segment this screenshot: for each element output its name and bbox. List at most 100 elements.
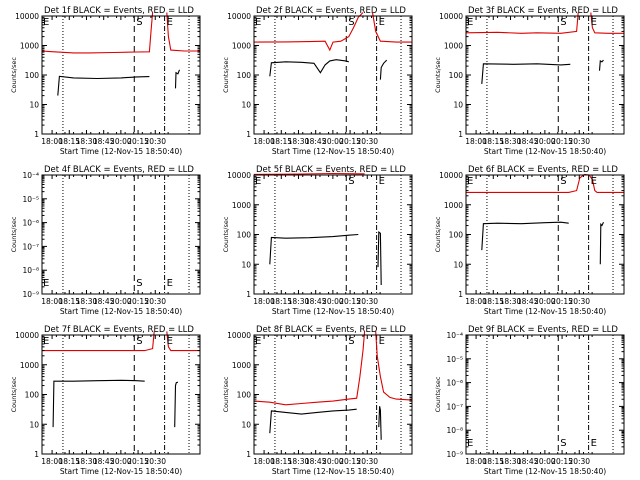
x-tick-label: 18:30 — [500, 137, 522, 146]
y-axis-title: Counts/sec — [222, 216, 230, 252]
y-tick-label: 100 — [449, 231, 464, 240]
x-tick-label: 20:30 — [144, 137, 166, 146]
y-tick-label: 10000 — [15, 12, 39, 21]
x-tick-label: 20:15 — [551, 457, 573, 466]
series-line — [42, 12, 154, 54]
edge-marker-e: E — [467, 176, 473, 187]
marker-label-e: E — [591, 176, 597, 187]
series-line — [254, 331, 366, 406]
x-tick-label: 20:15 — [339, 137, 361, 146]
y-tick-label: 1 — [246, 450, 251, 459]
y-axis-title: Counts/sec — [10, 216, 18, 252]
lld-series — [466, 12, 624, 34]
x-tick-label: 18:30 — [76, 457, 98, 466]
x-tick-label: 18:15 — [270, 297, 292, 306]
x-tick-label: 20:15 — [339, 457, 361, 466]
x-tick-label: 20:00 — [534, 137, 556, 146]
edge-marker-e: E — [255, 17, 261, 28]
x-tick-label: 18:15 — [58, 297, 80, 306]
y-tick-label: 1000 — [444, 201, 463, 210]
x-tick-label: 20:30 — [568, 137, 590, 146]
events-series — [481, 221, 604, 265]
x-axis-title: Start Time (12-Nov-15 18:50:40) — [272, 307, 394, 316]
marker-label-s: S — [560, 176, 566, 187]
x-tick-label: 18:45 — [305, 297, 327, 306]
x-tick-label: 18:45 — [93, 297, 115, 306]
y-tick-label: 10⁻⁶ — [446, 379, 463, 388]
y-tick-label: 1 — [458, 290, 463, 299]
edge-marker-e: E — [255, 336, 261, 347]
y-axis-title: Counts/sec — [222, 57, 230, 93]
x-tick-label: 18:30 — [500, 457, 522, 466]
x-axis-title: Start Time (12-Nov-15 18:50:40) — [484, 147, 606, 156]
y-tick-label: 100 — [25, 391, 40, 400]
x-tick-label: 18:15 — [58, 457, 80, 466]
marker-label-s: S — [560, 17, 566, 28]
x-tick-label: 20:30 — [356, 297, 378, 306]
edge-marker-e: E — [43, 17, 49, 28]
series-line — [57, 75, 150, 96]
events-series — [481, 59, 604, 84]
lld-series — [466, 173, 624, 193]
panel-title: Det 4f BLACK = Events, RED = LLD — [44, 165, 194, 175]
x-tick-label: 20:00 — [534, 457, 556, 466]
y-tick-label: 10 — [453, 101, 463, 110]
panel-title: Det 3f BLACK = Events, RED = LLD — [468, 6, 618, 16]
x-tick-label: 18:15 — [482, 457, 504, 466]
panel-title: Det 8f BLACK = Events, RED = LLD — [256, 325, 406, 335]
panel-title: Det 9f BLACK = Events, RED = LLD — [468, 325, 618, 335]
y-tick-label: 10⁻⁴ — [446, 331, 463, 340]
x-tick-label: 18:00 — [41, 457, 63, 466]
lld-series — [254, 12, 412, 52]
panel-title: Det 1f BLACK = Events, RED = LLD — [44, 6, 194, 16]
x-tick-label: 20:15 — [551, 297, 573, 306]
y-tick-label: 1 — [34, 450, 39, 459]
y-tick-label: 10⁻⁴ — [22, 171, 39, 180]
x-tick-label: 20:30 — [568, 457, 590, 466]
marker-label-s: S — [136, 336, 142, 347]
y-tick-label: 1 — [246, 290, 251, 299]
series-line — [269, 408, 357, 434]
x-tick-label: 20:15 — [127, 137, 149, 146]
y-tick-label: 100 — [237, 71, 252, 80]
events-series — [57, 69, 181, 96]
y-axis-title: Counts/sec — [10, 57, 18, 93]
x-tick-label: 18:30 — [288, 297, 310, 306]
x-tick-label: 18:45 — [517, 297, 539, 306]
marker-label-e: E — [379, 176, 385, 187]
series-line — [375, 331, 412, 401]
x-tick-label: 18:15 — [482, 137, 504, 146]
x-axis-title: Start Time (12-Nov-15 18:50:40) — [272, 147, 394, 156]
x-tick-label: 18:45 — [517, 137, 539, 146]
y-axis-title: Counts/sec — [10, 376, 18, 412]
x-tick-label: 20:00 — [322, 137, 344, 146]
x-tick-label: 20:30 — [144, 457, 166, 466]
x-axis-title: Start Time (12-Nov-15 18:50:40) — [484, 467, 606, 476]
marker-label-s: S — [348, 176, 354, 187]
y-tick-label: 1 — [246, 130, 251, 139]
series-line — [166, 331, 200, 352]
y-tick-label: 10000 — [227, 12, 251, 21]
series-line — [377, 231, 382, 286]
x-tick-label: 18:00 — [41, 137, 63, 146]
x-tick-label: 18:45 — [305, 457, 327, 466]
y-tick-label: 1000 — [444, 42, 463, 51]
series-line — [254, 12, 364, 52]
x-axis-title: Start Time (12-Nov-15 18:50:40) — [60, 307, 182, 316]
series-line — [174, 69, 181, 89]
x-tick-label: 18:45 — [517, 457, 539, 466]
x-tick-label: 20:15 — [127, 297, 149, 306]
series-line — [174, 381, 179, 428]
edge-marker-e: E — [467, 438, 473, 449]
y-tick-label: 10⁻⁷ — [446, 402, 463, 411]
x-tick-label: 18:15 — [58, 137, 80, 146]
lld-series — [254, 331, 412, 406]
marker-label-s: S — [348, 17, 354, 28]
events-series — [269, 406, 382, 440]
series-line — [371, 12, 412, 43]
